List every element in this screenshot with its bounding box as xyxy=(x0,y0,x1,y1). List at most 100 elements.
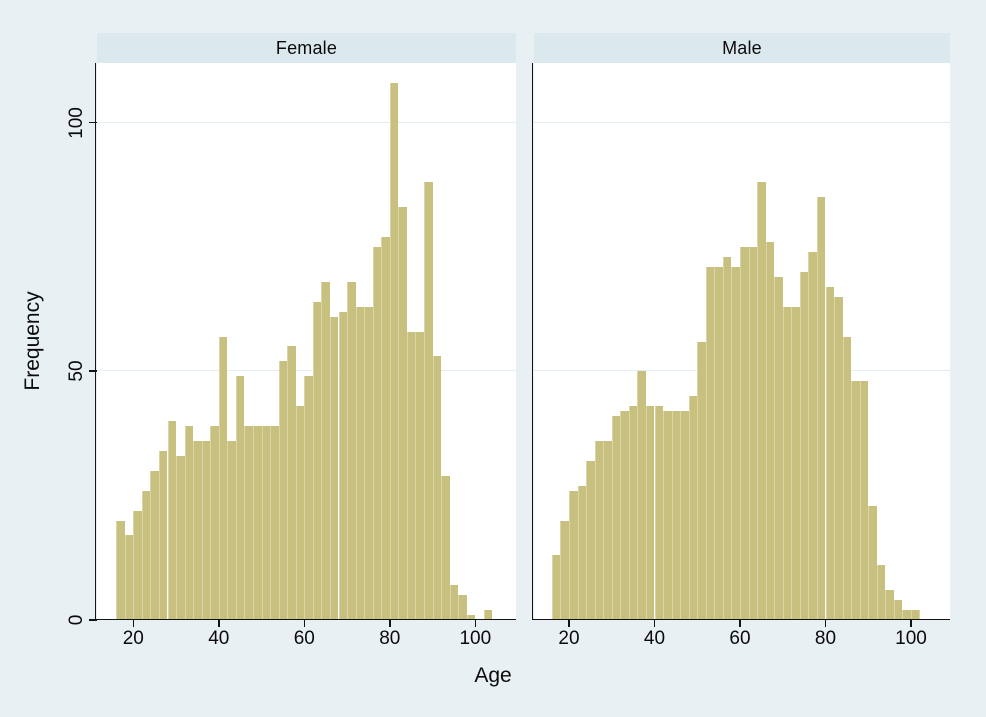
x-tick xyxy=(303,620,306,627)
histogram-bar xyxy=(201,440,211,620)
histogram-bar xyxy=(560,520,569,620)
histogram-bar xyxy=(150,470,159,620)
x-tick-label: 40 xyxy=(208,628,230,649)
histogram-bar xyxy=(158,450,168,620)
y-tick xyxy=(89,121,97,124)
histogram-bar xyxy=(893,600,903,620)
panel-title-female: Female xyxy=(275,37,338,58)
x-tick-label: 80 xyxy=(379,628,401,649)
histogram-bar xyxy=(577,485,587,620)
x-tick xyxy=(824,620,827,627)
histogram-bar xyxy=(748,247,758,620)
histogram-bar xyxy=(714,266,723,620)
histogram-bar xyxy=(210,426,219,620)
histogram-bar xyxy=(611,416,621,620)
x-tick-label: 40 xyxy=(643,628,666,649)
x-tick xyxy=(218,620,220,627)
histogram-bar xyxy=(740,247,749,620)
y-axis-title: Frequency xyxy=(21,291,44,391)
histogram-bar xyxy=(483,610,493,620)
histogram-bar xyxy=(312,301,322,620)
histogram-bar xyxy=(868,505,877,620)
histogram-bar xyxy=(722,256,732,620)
histogram-bar xyxy=(167,421,177,620)
histogram-bar xyxy=(227,440,236,620)
histogram-bar xyxy=(278,361,288,620)
x-tick xyxy=(568,620,570,627)
histogram-bar xyxy=(244,426,253,620)
histogram-bar xyxy=(295,406,305,620)
panel-header-female: Female xyxy=(97,33,516,63)
histogram-bar xyxy=(261,426,271,620)
panel-title-male: Male xyxy=(722,37,762,58)
histogram-bar xyxy=(218,336,228,620)
histogram-bar xyxy=(842,336,852,620)
histogram-bar xyxy=(329,316,339,620)
histogram-bar xyxy=(415,331,424,620)
histogram-bar xyxy=(253,426,262,620)
histogram-bar xyxy=(551,555,561,620)
histogram-bar xyxy=(406,331,416,620)
x-tick xyxy=(653,620,656,627)
histogram-bar xyxy=(680,411,689,620)
histogram-bar xyxy=(321,281,330,620)
histogram-bar xyxy=(304,376,313,620)
histogram-bar xyxy=(124,535,134,620)
histogram-bar xyxy=(193,440,202,620)
histogram-bar xyxy=(184,426,194,620)
histogram-bar xyxy=(885,590,894,620)
panel-header-male: Male xyxy=(534,33,950,63)
x-tick xyxy=(910,620,912,627)
histogram-bar xyxy=(731,266,740,620)
histogram-bar xyxy=(637,371,646,620)
histogram-bar xyxy=(688,396,698,620)
histogram-bar xyxy=(364,306,373,620)
histogram-bar xyxy=(628,406,638,620)
x-tick-label: 80 xyxy=(814,628,837,649)
gridline-y100 xyxy=(97,121,516,123)
gridline-y50 xyxy=(97,370,516,372)
histogram-bar xyxy=(441,475,450,620)
histogram-bar xyxy=(705,266,715,620)
x-tick xyxy=(474,620,477,627)
histogram-bar xyxy=(663,411,672,620)
histogram-bar xyxy=(799,271,809,620)
histogram-bar xyxy=(859,381,869,620)
histogram-bar xyxy=(645,406,655,620)
histogram-bar xyxy=(372,247,382,620)
histogram-bar xyxy=(774,276,783,620)
histogram-bar xyxy=(765,242,775,620)
histogram-bar xyxy=(671,411,681,620)
histogram-bar xyxy=(176,455,185,620)
histogram-bar xyxy=(458,595,467,620)
x-tick xyxy=(132,620,135,627)
histogram-bar xyxy=(449,585,459,620)
x-tick xyxy=(739,620,741,627)
x-tick-label: 60 xyxy=(293,628,315,649)
histogram-bar xyxy=(816,197,826,620)
histogram-bar xyxy=(398,207,407,620)
histogram-bar xyxy=(466,615,476,620)
histogram-bar xyxy=(432,356,442,620)
histogram-bar xyxy=(133,510,142,620)
histogram-bar xyxy=(594,440,604,620)
y-tick xyxy=(89,619,97,621)
histogram-bar xyxy=(287,346,296,620)
histogram-bar xyxy=(141,490,151,620)
histogram-bar xyxy=(902,610,911,620)
histogram-bar xyxy=(825,286,835,620)
histogram-bar xyxy=(808,251,817,620)
histogram-bar xyxy=(834,296,843,620)
x-tick-label: 20 xyxy=(122,628,144,649)
histogram-bar xyxy=(338,311,348,620)
gridline-y100 xyxy=(534,121,950,123)
histogram-bar xyxy=(424,182,433,620)
histogram-bar xyxy=(697,341,706,620)
histogram-bar xyxy=(235,376,245,620)
histogram-bar xyxy=(116,520,125,620)
x-tick-label: 100 xyxy=(459,628,492,649)
y-tick-label: 0 xyxy=(66,614,87,626)
histogram-bar xyxy=(355,306,365,620)
histogram-bar xyxy=(569,490,578,620)
histogram-bar xyxy=(791,306,800,620)
